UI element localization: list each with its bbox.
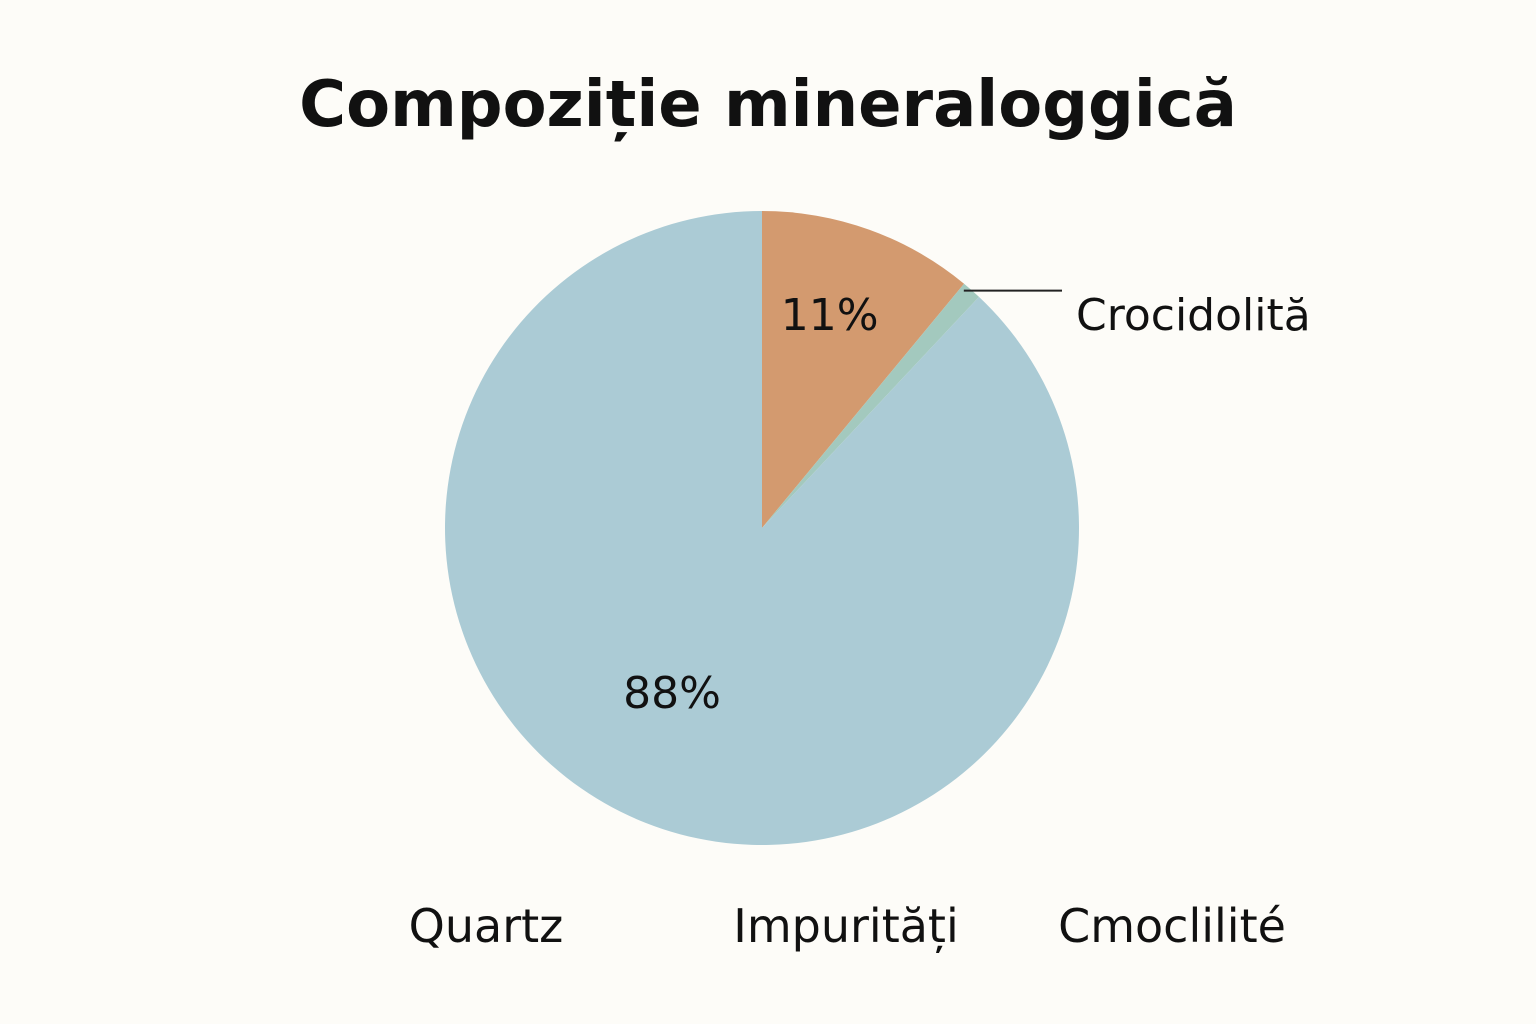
slice-crocidolita (762, 211, 965, 528)
slice-quartz (444, 211, 1079, 845)
callout-label-crocidolita: Crocidolită (1076, 290, 1311, 341)
chart-title: Compoziție mineraloggică (299, 68, 1237, 142)
bottom-label-impuritati: Impurități (733, 899, 958, 954)
slice-label-crocidolita: 11% (781, 290, 879, 341)
slice-label-quartz: 88% (623, 668, 721, 719)
pie-slices (444, 211, 1079, 845)
bottom-label-quartz: Quartz (409, 899, 564, 953)
slice-impuritati (762, 283, 980, 528)
bottom-label-cmoclilite: Cmoclilité (1058, 899, 1286, 953)
